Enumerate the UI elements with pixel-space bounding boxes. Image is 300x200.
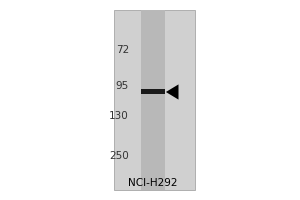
Text: 95: 95 [116,81,129,91]
Text: 250: 250 [109,151,129,161]
Bar [114,10,195,190]
Text: NCI-H292: NCI-H292 [128,178,178,188]
Polygon shape [166,84,178,100]
Bar [141,89,165,94]
Text: 130: 130 [109,111,129,121]
Bar [141,10,165,190]
Text: 72: 72 [116,45,129,55]
